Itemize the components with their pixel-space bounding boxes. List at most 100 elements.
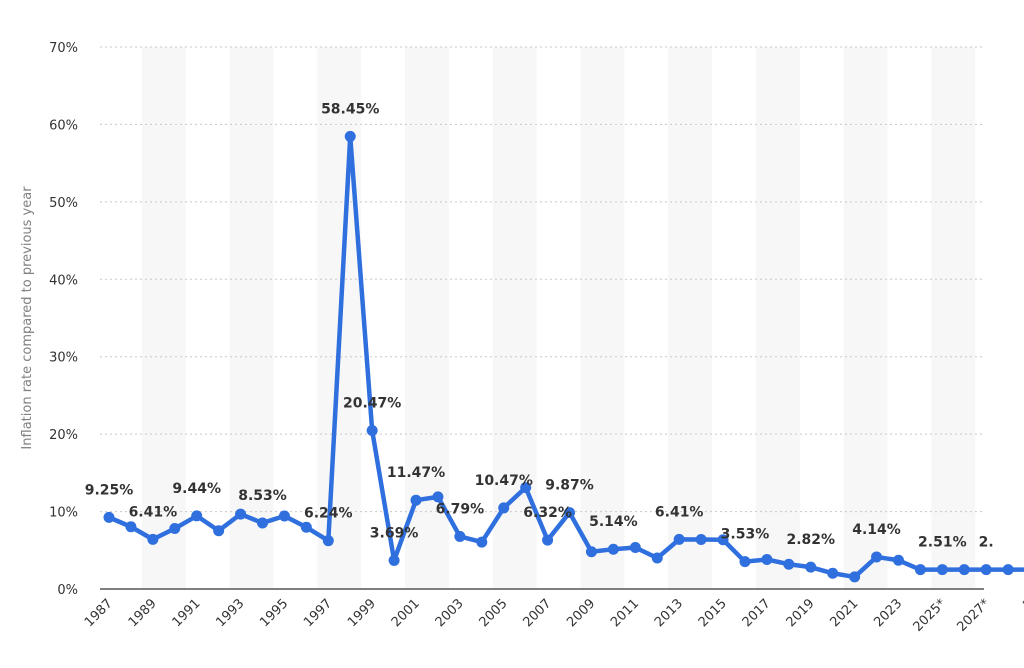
data-label: 3.53% [721,527,770,543]
x-tick-label: 2015 [696,596,730,630]
y-tick-label: 10% [49,506,78,521]
data-label: 10.47% [475,473,533,489]
y-axis-tick-labels: 0% 10% 20% 30% 40% 50% 60% 70% [49,41,78,598]
data-label: 6.79% [436,501,485,517]
data-point [695,534,707,546]
data-point [827,567,839,579]
series-points [103,130,1014,583]
data-point [498,502,510,514]
y-tick-label: 70% [49,41,78,56]
data-label: 6.32% [523,505,572,521]
column-band [141,47,186,589]
x-tick-label: 2007 [520,596,554,630]
data-label: 58.45% [321,101,379,117]
x-tick-label: 1995 [257,596,291,630]
data-point [213,525,225,537]
x-tick-label: 2019 [784,596,818,630]
data-point [278,510,290,522]
y-tick-label: 40% [49,273,78,288]
data-point [454,530,466,542]
data-point [739,556,751,568]
data-point [147,533,159,545]
x-tick-label: 2027* [954,596,993,635]
data-labels: 9.25% 6.41% 9.44% 8.53% 6.24% 58.45% 20.47% 3.6… [85,101,994,550]
x-tick-label: 2025* [911,596,950,635]
x-tick-label: 2021 [827,596,861,630]
y-tick-label: 20% [49,428,78,443]
data-label: 6.41% [129,504,178,520]
data-point [849,571,861,583]
data-point [958,564,970,576]
y-tick-label: 0% [57,583,78,598]
y-tick-label: 30% [49,351,78,366]
x-tick-label: 2 [1020,596,1024,612]
data-point [585,546,597,558]
data-point [783,558,795,570]
column-band [931,47,976,589]
x-tick-label: 1991 [170,596,204,630]
column-band [755,47,800,589]
data-label: 2.82% [786,532,835,548]
data-label: 8.53% [238,488,287,504]
data-point [300,521,312,533]
y-tick-label: 60% [49,118,78,133]
data-point [169,523,181,535]
x-tick-label: 2001 [389,596,423,630]
data-point [476,536,488,548]
data-point [344,130,356,142]
x-tick-label: 1987 [82,596,116,630]
data-point [322,535,334,547]
y-axis-title: Inflation rate compared to previous year [20,186,35,450]
data-point [914,564,926,576]
data-label: 4.14% [852,522,901,538]
data-point [761,553,773,565]
data-point [542,534,554,546]
data-label: 2. [979,535,994,551]
column-band [843,47,888,589]
data-point [629,541,641,553]
data-point [103,511,115,523]
data-label: 9.44% [172,481,221,497]
data-point [892,554,904,566]
x-tick-label: 2023 [871,596,905,630]
data-label: 9.87% [545,478,594,494]
data-label: 5.14% [589,514,638,530]
data-point [717,534,729,546]
x-tick-label: 2003 [433,596,467,630]
data-label: 9.25% [85,482,134,498]
x-tick-label: 2005 [477,596,511,630]
data-point [564,507,576,519]
data-point [1002,564,1014,576]
y-tick-label: 50% [49,196,78,211]
data-label: 6.41% [655,504,704,520]
data-point [936,564,948,576]
x-tick-label: 1993 [213,596,247,630]
data-point [235,508,247,520]
column-band [229,47,274,589]
data-point [651,552,663,564]
x-tick-label: 2013 [652,596,686,630]
data-label: 2.51% [918,535,967,551]
column-band [580,47,625,589]
data-label: 3.69% [370,525,419,541]
data-point [673,533,685,545]
data-label: 6.24% [304,506,353,522]
data-point [191,510,203,522]
data-point [125,521,137,533]
data-point [366,425,378,437]
data-point [388,554,400,566]
x-tick-label: 2011 [608,596,642,630]
x-tick-label: 2017 [740,596,774,630]
data-point [520,482,532,494]
data-label: 20.47% [343,396,401,412]
x-tick-label: 1997 [301,596,335,630]
data-point [805,561,817,573]
data-point [410,494,422,506]
x-tick-label: 1989 [126,596,160,630]
x-axis-tick-labels: 1987 1989 1991 1993 1995 1997 1999 2001 2003 2005… [82,596,1024,635]
data-label: 11.47% [387,465,445,481]
column-band [668,47,713,589]
x-tick-label: 1999 [345,596,379,630]
data-point [871,551,883,563]
